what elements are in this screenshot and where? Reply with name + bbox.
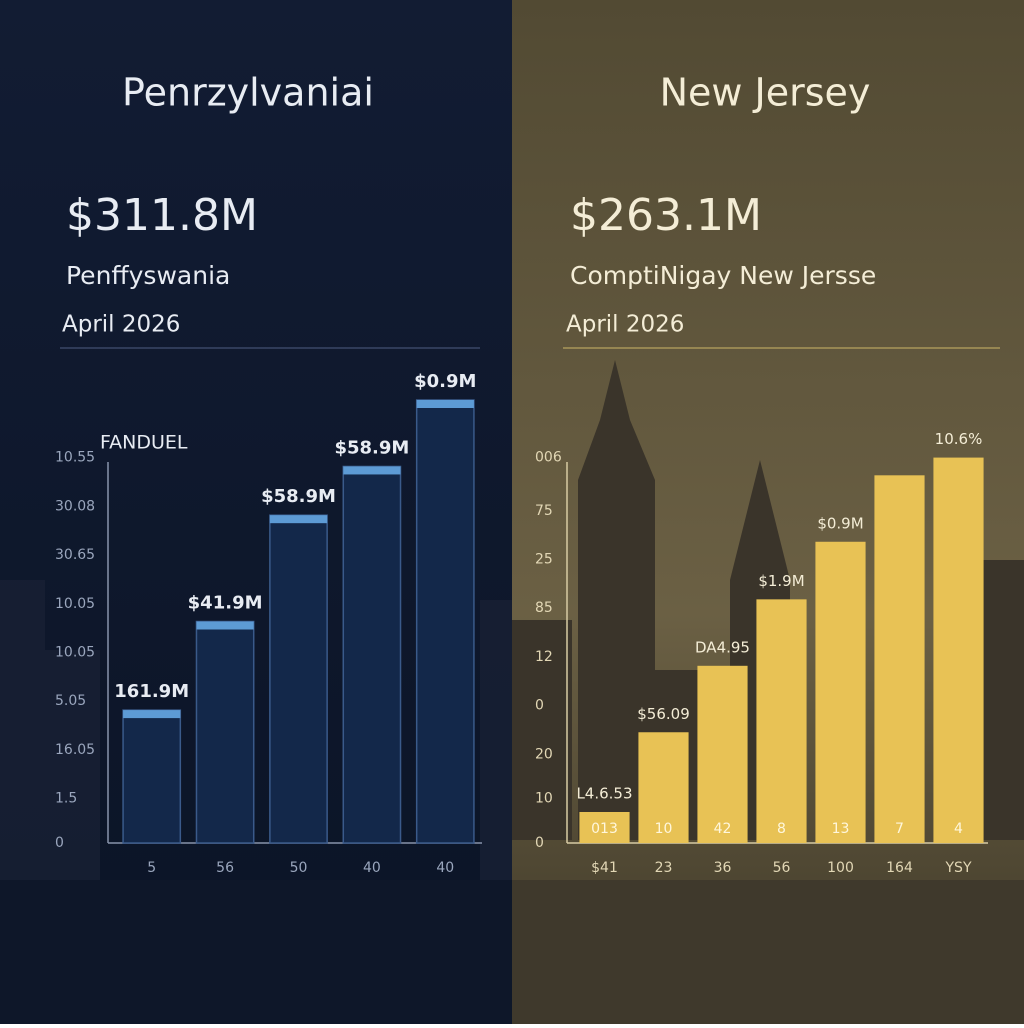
bar-label: $58.9M <box>261 486 336 507</box>
bar-cap <box>416 400 474 408</box>
bar <box>933 457 984 843</box>
x-tick-label: 56 <box>773 860 791 876</box>
bar-label: $56.09 <box>637 705 690 723</box>
x-tick-label: YSY <box>945 860 972 876</box>
subtitle: ComptiNigay New Jersse <box>570 261 876 290</box>
bar-label: $58.9M <box>334 437 409 458</box>
bar-inner-label: 7 <box>895 821 904 837</box>
bar-inner-label: 4 <box>954 821 963 837</box>
bar-label: 161.9M <box>114 681 189 702</box>
y-tick-label: 5.05 <box>55 693 86 709</box>
bar-label: $0.9M <box>817 514 863 532</box>
bar-cap <box>269 515 328 524</box>
x-tick-label: 5 <box>147 860 156 876</box>
x-tick-label: 36 <box>714 860 732 876</box>
bar-label: DA4.95 <box>695 638 750 656</box>
bar <box>195 620 255 844</box>
headline-value: $263.1M <box>570 190 762 241</box>
right-water <box>512 880 1024 1024</box>
y-tick-label: 1.5 <box>55 791 77 807</box>
bar <box>269 514 328 844</box>
panel-title: Penrzylvaniai <box>122 71 374 115</box>
y-tick-label: 10 <box>535 791 553 807</box>
y-tick-label: 0 <box>55 835 64 851</box>
bar <box>874 475 925 843</box>
subtitle: Penffyswania <box>66 261 230 290</box>
bar-label: $0.9M <box>414 371 476 392</box>
y-tick-label: 10.05 <box>55 596 95 612</box>
x-tick-label: 56 <box>216 860 234 876</box>
bar <box>756 599 807 843</box>
bar <box>815 541 866 843</box>
left-water <box>0 880 512 1024</box>
x-tick-label: 23 <box>655 860 673 876</box>
bar <box>342 465 402 844</box>
y-tick-label: 12 <box>535 649 553 665</box>
y-tick-label: 0 <box>535 698 544 714</box>
y-tick-label: 006 <box>535 450 562 466</box>
y-tick-label: 25 <box>535 551 553 567</box>
headline-value: $311.8M <box>66 190 258 241</box>
y-tick-label: 30.65 <box>55 547 95 563</box>
bar-label: $41.9M <box>188 593 263 614</box>
x-tick-label: 40 <box>363 860 381 876</box>
bar-inner-label: 013 <box>591 821 618 837</box>
bar-label: 10.6% <box>935 430 983 448</box>
x-tick-label: $41 <box>591 860 618 876</box>
x-tick-label: 164 <box>886 860 913 876</box>
y-tick-label: 75 <box>535 503 553 519</box>
y-tick-label: 0 <box>535 835 544 851</box>
bar-inner-label: 42 <box>714 821 732 837</box>
y-tick-label: 10.55 <box>55 450 95 466</box>
y-tick-label: 85 <box>535 600 553 616</box>
bar-cap <box>343 466 401 475</box>
date: April 2026 <box>566 312 684 338</box>
bar-inner-label: 10 <box>655 821 673 837</box>
bar <box>122 709 182 844</box>
bar-inner-label: 13 <box>832 821 850 837</box>
bar-cap <box>123 710 181 719</box>
bar <box>638 732 689 843</box>
x-tick-label: 40 <box>436 860 454 876</box>
chart-label: FANDUEL <box>100 432 188 454</box>
bar-label: L4.6.53 <box>576 784 632 802</box>
date: April 2026 <box>62 312 180 338</box>
y-tick-label: 20 <box>535 746 553 762</box>
x-tick-label: 50 <box>290 860 308 876</box>
bar-inner-label: 8 <box>777 821 786 837</box>
left-skyline <box>0 580 512 900</box>
y-tick-label: 30.08 <box>55 498 95 514</box>
bar-label: $1.9M <box>758 572 804 590</box>
bar <box>415 399 475 844</box>
y-tick-label: 16.05 <box>55 742 95 758</box>
x-tick-label: 100 <box>827 860 854 876</box>
panel-title: New Jersey <box>660 71 871 115</box>
bar <box>697 665 748 843</box>
bar <box>579 811 630 843</box>
y-tick-label: 10.05 <box>55 645 95 661</box>
bar-cap <box>196 621 254 630</box>
